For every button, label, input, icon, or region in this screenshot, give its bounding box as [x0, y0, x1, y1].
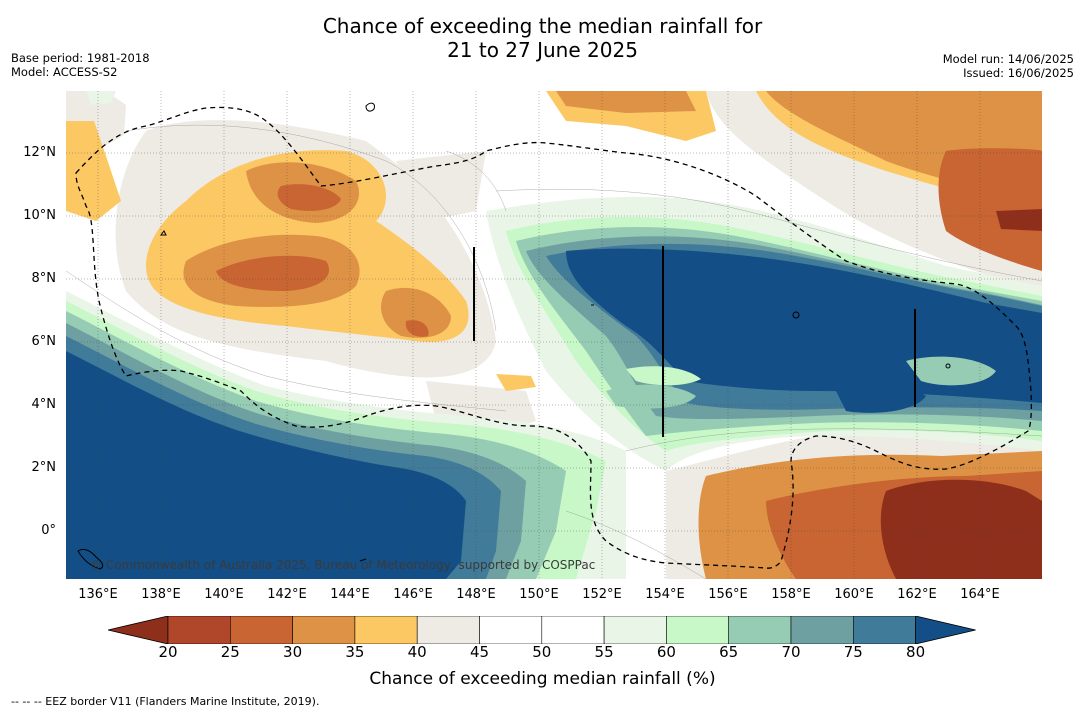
- colorbar-tick-label: 30: [283, 643, 303, 661]
- colorbar-segment: [790, 616, 854, 644]
- base-period: Base period: 1981-2018: [11, 51, 150, 65]
- graticule: [66, 91, 1042, 579]
- zone-light-pockets: [606, 356, 996, 409]
- longitude-label: 138°E: [141, 587, 181, 602]
- colorbar-segment: [852, 616, 916, 644]
- longitude-label: 156°E: [708, 587, 748, 602]
- colorbar-tick-label: 25: [220, 643, 240, 661]
- map-plot: [66, 91, 1042, 579]
- latitude-label: 10°N: [23, 208, 56, 223]
- longitude-label: 148°E: [456, 587, 496, 602]
- colorbar-tick-label: 50: [532, 643, 552, 661]
- colorbar-extend-high: [915, 616, 976, 644]
- colorbar-title: Chance of exceeding median rainfall (%): [369, 669, 716, 689]
- longitude-label: 164°E: [960, 587, 1000, 602]
- title-line-1: Chance of exceeding the median rainfall …: [322, 14, 763, 38]
- eez-legend-note: -- -- -- EEZ border V11 (Flanders Marine…: [11, 695, 320, 708]
- latitude-label: 12°N: [23, 145, 56, 160]
- colorbar-segment: [354, 616, 418, 644]
- colorbar-segment: [666, 616, 730, 644]
- eez-border: [75, 106, 1033, 569]
- boundary-markers: [473, 246, 916, 437]
- meta-right: Model run: 14/06/2025 Issued: 16/06/2025: [943, 52, 1074, 80]
- island-outlines: [77, 102, 951, 570]
- issued-date: Issued: 16/06/2025: [963, 66, 1074, 80]
- colorbar-segment: [728, 616, 792, 644]
- longitude-label: 154°E: [645, 587, 685, 602]
- colorbar-tick-label: 80: [906, 643, 926, 661]
- colorbar-tick-label: 55: [594, 643, 614, 661]
- model-name: Model: ACCESS-S2: [11, 65, 118, 79]
- latitude-label: 2°N: [31, 460, 57, 475]
- chart-title: Chance of exceeding the median rainfall …: [0, 14, 1085, 62]
- longitude-label: 150°E: [519, 587, 559, 602]
- meta-left: Base period: 1981-2018 Model: ACCESS-S2: [11, 51, 150, 79]
- longitude-label: 144°E: [330, 587, 370, 602]
- colorbar-segment: [541, 616, 605, 644]
- colorbar: [108, 616, 976, 644]
- latitude-label: 8°N: [31, 271, 57, 286]
- colorbar-tick-label: 45: [469, 643, 490, 661]
- colorbar-segment: [479, 616, 543, 644]
- title-line-2: 21 to 27 June 2025: [447, 38, 638, 62]
- contour-lines: [66, 124, 1042, 579]
- longitude-label: 152°E: [582, 587, 622, 602]
- longitude-label: 146°E: [393, 587, 433, 602]
- copyright-notice: © Commonwealth of Australia 2025, Bureau…: [90, 558, 596, 572]
- longitude-label: 158°E: [771, 587, 811, 602]
- longitude-label: 162°E: [897, 587, 937, 602]
- rainfall-map: [66, 91, 1042, 579]
- longitude-label: 140°E: [204, 587, 244, 602]
- colorbar-tick-label: 40: [407, 643, 427, 661]
- longitude-label: 160°E: [834, 587, 874, 602]
- colorbar-segment: [416, 616, 480, 644]
- colorbar-tick-label: 35: [345, 643, 365, 661]
- colorbar-segment: [167, 616, 231, 644]
- latitude-label: 6°N: [31, 334, 57, 349]
- longitude-label: 136°E: [78, 587, 118, 602]
- colorbar-segment: [603, 616, 667, 644]
- colorbar-segment: [292, 616, 356, 644]
- zone-20-25: [880, 209, 1042, 579]
- model-run: Model run: 14/06/2025: [942, 52, 1074, 66]
- colorbar-tick-label: 65: [719, 643, 739, 661]
- latitude-label: 0°: [41, 523, 56, 538]
- colorbar-tick-label: 75: [843, 643, 863, 661]
- latitude-label: 4°N: [31, 397, 57, 412]
- colorbar-tick-label: 20: [158, 643, 178, 661]
- colorbar-tick-label: 60: [656, 643, 676, 661]
- colorbar-extend-low: [108, 616, 169, 644]
- longitude-label: 142°E: [267, 587, 307, 602]
- colorbar-tick-label: 70: [781, 643, 801, 661]
- colorbar-segment: [230, 616, 293, 644]
